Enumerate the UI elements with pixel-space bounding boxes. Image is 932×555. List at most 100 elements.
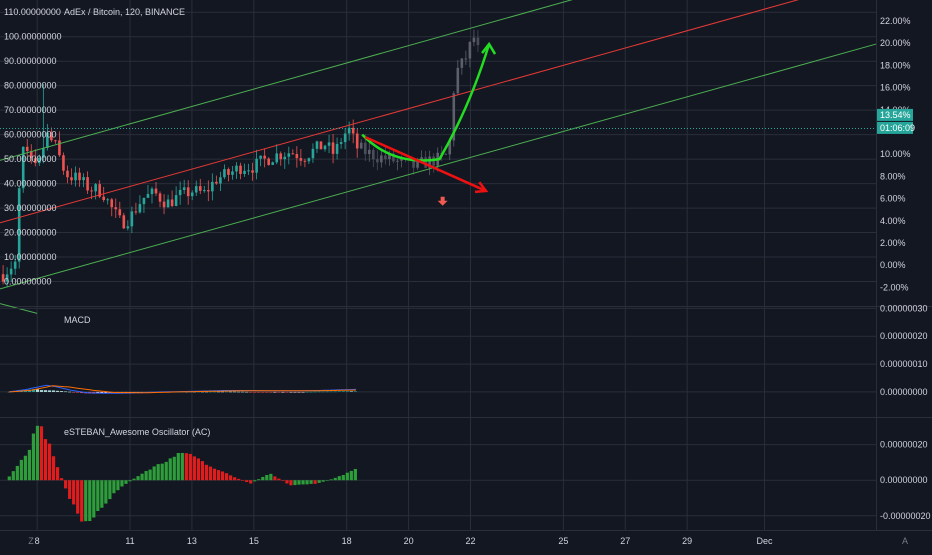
time-axis[interactable]: 8 11 13 15 18 20 22 25 27 29 Dec bbox=[35, 536, 773, 546]
candle[interactable] bbox=[315, 140, 319, 153]
candle[interactable] bbox=[50, 127, 53, 143]
candle[interactable] bbox=[323, 144, 327, 152]
candle[interactable] bbox=[66, 165, 69, 184]
candle[interactable] bbox=[287, 146, 291, 165]
candle[interactable] bbox=[367, 140, 371, 162]
candle[interactable] bbox=[464, 50, 468, 65]
candle[interactable] bbox=[5, 267, 9, 287]
candle[interactable] bbox=[62, 152, 65, 175]
candle[interactable] bbox=[476, 29, 480, 53]
candle[interactable] bbox=[114, 198, 118, 218]
candle[interactable] bbox=[138, 195, 142, 214]
candle[interactable] bbox=[106, 197, 110, 205]
candle[interactable] bbox=[162, 194, 166, 215]
candle[interactable] bbox=[339, 138, 343, 149]
candle[interactable] bbox=[134, 202, 138, 215]
candle[interactable] bbox=[303, 158, 307, 168]
candle[interactable] bbox=[271, 161, 275, 166]
candle[interactable] bbox=[223, 164, 226, 180]
candle[interactable] bbox=[259, 155, 262, 167]
channel-upper-line[interactable] bbox=[0, 0, 876, 161]
candle[interactable] bbox=[247, 163, 250, 176]
candle[interactable] bbox=[130, 206, 134, 234]
red-trend-arrow[interactable] bbox=[364, 135, 487, 193]
candle[interactable] bbox=[17, 185, 21, 269]
candle[interactable] bbox=[335, 137, 339, 160]
candle[interactable] bbox=[82, 173, 85, 188]
candle[interactable] bbox=[207, 180, 210, 202]
down-arrow-marker[interactable] bbox=[437, 196, 448, 206]
candle[interactable] bbox=[215, 175, 218, 185]
candle[interactable] bbox=[186, 180, 190, 205]
candle[interactable] bbox=[211, 173, 214, 201]
ac-title[interactable]: eSTEBAN_Awesome Oscillator (AC) bbox=[64, 427, 210, 437]
candle[interactable] bbox=[46, 123, 49, 151]
candle[interactable] bbox=[198, 178, 202, 195]
candle[interactable] bbox=[472, 29, 476, 47]
left-price-axis[interactable]: 110.00000000 100.00000000 90.00000000 80.00… bbox=[4, 7, 62, 286]
candle[interactable] bbox=[231, 165, 234, 180]
candle[interactable] bbox=[359, 139, 363, 150]
macd-pane[interactable]: 0.00000030 0.00000020 0.00000010 0.00000000 bbox=[0, 303, 928, 397]
candle[interactable] bbox=[311, 143, 315, 163]
candle[interactable] bbox=[110, 197, 114, 217]
candle[interactable] bbox=[239, 162, 242, 180]
signal-line[interactable] bbox=[9, 385, 357, 394]
auto-scale-icon[interactable]: A bbox=[902, 536, 908, 546]
candle[interactable] bbox=[194, 180, 198, 196]
candle[interactable] bbox=[54, 139, 57, 144]
candle[interactable] bbox=[243, 163, 246, 177]
candle[interactable] bbox=[78, 167, 81, 187]
candle[interactable] bbox=[126, 220, 130, 231]
candle[interactable] bbox=[235, 162, 238, 179]
candle[interactable] bbox=[452, 91, 456, 147]
candle[interactable] bbox=[468, 41, 472, 68]
drawing-annotations[interactable] bbox=[361, 41, 497, 206]
symbol-title[interactable]: AdEx / Bitcoin, 120, BINANCE bbox=[64, 7, 185, 17]
candle[interactable] bbox=[219, 171, 222, 192]
candle[interactable] bbox=[376, 150, 379, 171]
candle[interactable] bbox=[146, 185, 150, 199]
macd-title[interactable]: MACD bbox=[64, 315, 91, 325]
ac-pane[interactable]: 0.00000020 0.00000000 -0.00000020 bbox=[0, 425, 931, 522]
candle[interactable] bbox=[178, 181, 182, 205]
timezone-icon[interactable]: Z bbox=[28, 536, 34, 546]
candle[interactable] bbox=[331, 134, 335, 164]
candle[interactable] bbox=[267, 157, 270, 166]
candle[interactable] bbox=[279, 151, 283, 166]
candle[interactable] bbox=[299, 149, 303, 166]
candle[interactable] bbox=[307, 157, 311, 164]
regression-channel[interactable] bbox=[0, 0, 877, 314]
candle[interactable] bbox=[1, 265, 5, 285]
candle[interactable] bbox=[255, 149, 258, 180]
candle[interactable] bbox=[251, 162, 254, 181]
candle[interactable] bbox=[291, 149, 295, 155]
channel-lower-line[interactable] bbox=[0, 43, 877, 290]
candle[interactable] bbox=[150, 186, 154, 204]
candle[interactable] bbox=[42, 83, 45, 164]
candle[interactable] bbox=[102, 186, 105, 203]
candle[interactable] bbox=[351, 119, 355, 144]
candle[interactable] bbox=[295, 146, 299, 168]
candle[interactable] bbox=[122, 212, 126, 230]
green-curve-arrow[interactable] bbox=[361, 43, 491, 162]
candle[interactable] bbox=[74, 166, 77, 187]
candle[interactable] bbox=[460, 57, 464, 75]
candle[interactable] bbox=[182, 179, 186, 195]
candle[interactable] bbox=[118, 201, 122, 219]
candle[interactable] bbox=[29, 144, 33, 164]
candle[interactable] bbox=[384, 146, 387, 165]
candle[interactable] bbox=[355, 128, 359, 158]
candle[interactable] bbox=[13, 254, 17, 275]
candle[interactable] bbox=[444, 152, 448, 155]
candle[interactable] bbox=[202, 185, 206, 193]
candle[interactable] bbox=[428, 150, 431, 176]
candle[interactable] bbox=[166, 194, 170, 208]
candle[interactable] bbox=[275, 144, 279, 165]
candle[interactable] bbox=[372, 147, 375, 168]
candle[interactable] bbox=[94, 183, 97, 200]
candle[interactable] bbox=[9, 261, 13, 282]
candle[interactable] bbox=[263, 148, 266, 168]
candle[interactable] bbox=[174, 186, 178, 207]
